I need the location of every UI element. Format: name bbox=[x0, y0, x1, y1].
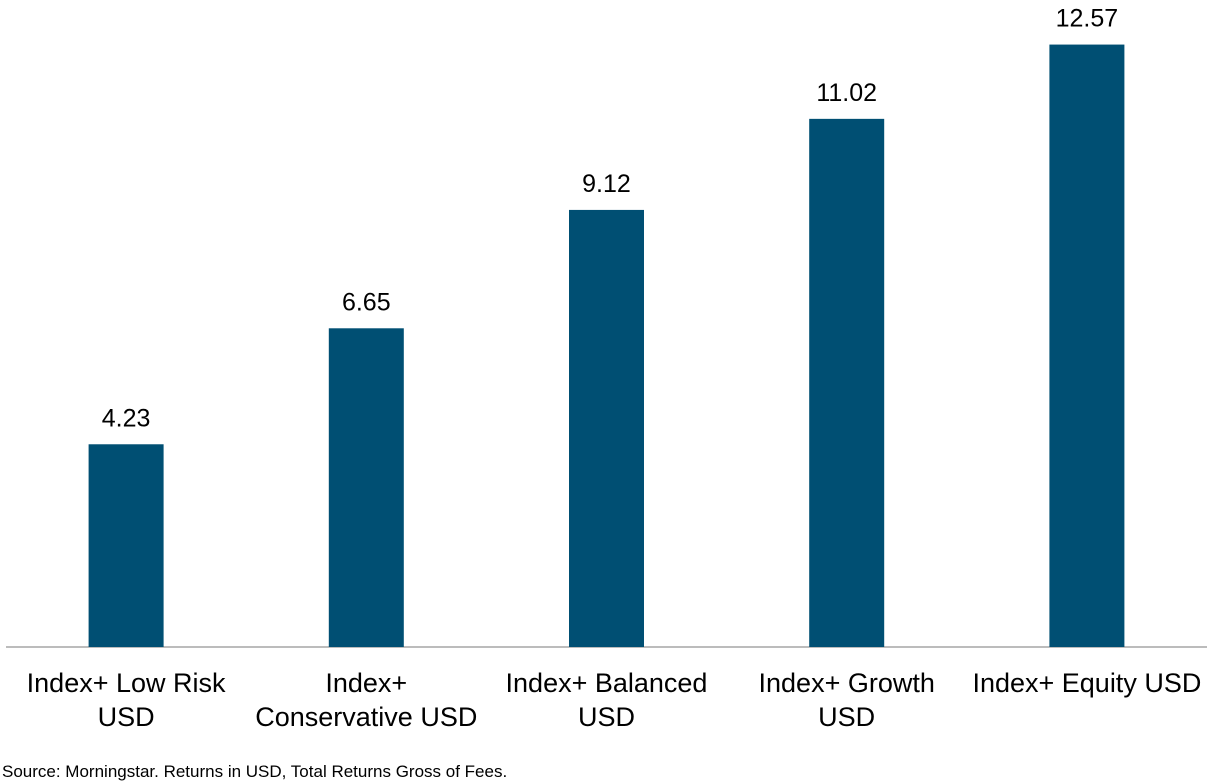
x-tick-label: Index+ Low Risk USD bbox=[26, 668, 226, 732]
x-tick-label: Index+ Equity USD bbox=[972, 668, 1202, 698]
data-label: 12.57 bbox=[1056, 5, 1119, 33]
bar bbox=[328, 328, 404, 647]
bar bbox=[1049, 44, 1125, 648]
bar bbox=[88, 444, 164, 647]
data-label: 4.23 bbox=[102, 404, 151, 432]
bar bbox=[809, 118, 885, 647]
data-label: 11.02 bbox=[816, 79, 877, 107]
data-label: 6.65 bbox=[342, 288, 391, 316]
bar bbox=[569, 209, 644, 647]
source-note: Source: Morningstar. Returns in USD, Tot… bbox=[2, 762, 508, 781]
x-tick-label: Index+ Conservative USD bbox=[255, 668, 478, 732]
x-tick-label: Index+ Balanced USD bbox=[505, 668, 708, 732]
data-label: 9.12 bbox=[582, 170, 631, 198]
x-tick-label: Index+ Growth USD bbox=[758, 668, 935, 732]
